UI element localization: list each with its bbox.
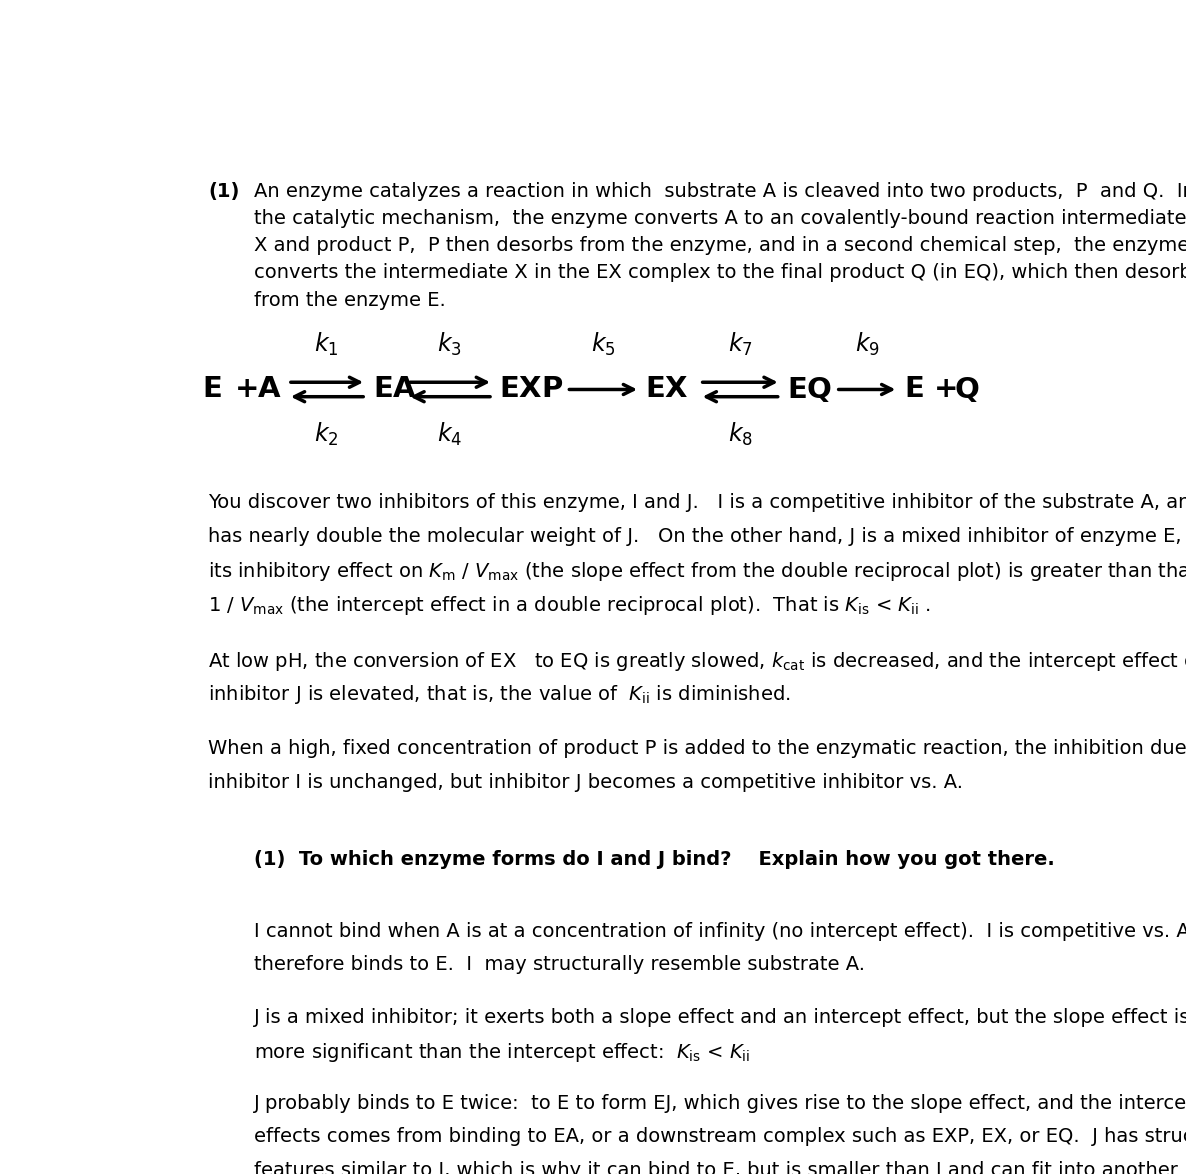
- Text: You discover two inhibitors of this enzyme, I and J.   I is a competitive inhibi: You discover two inhibitors of this enzy…: [208, 493, 1186, 512]
- Text: I cannot bind when A is at a concentration of infinity (no intercept effect).  I: I cannot bind when A is at a concentrati…: [254, 922, 1186, 940]
- Text: $\mathbf{EQ}$: $\mathbf{EQ}$: [788, 375, 833, 404]
- Text: features similar to I, which is why it can bind to E, but is smaller than I and : features similar to I, which is why it c…: [254, 1161, 1178, 1174]
- Text: At low pH, the conversion of EX   to EQ is greatly slowed, $\mathit{k}_{\mathrm{: At low pH, the conversion of EX to EQ is…: [208, 650, 1186, 673]
- Text: $\mathbf{E}$: $\mathbf{E}$: [202, 376, 222, 404]
- Text: $\mathit{k}_8$: $\mathit{k}_8$: [728, 421, 753, 448]
- Text: $\mathbf{+}$: $\mathbf{+}$: [234, 376, 257, 404]
- Text: (1): (1): [208, 182, 240, 201]
- Text: $\mathbf{+}$: $\mathbf{+}$: [933, 376, 957, 404]
- Text: $\mathit{k}_2$: $\mathit{k}_2$: [314, 421, 339, 448]
- Text: When a high, fixed concentration of product P is added to the enzymatic reaction: When a high, fixed concentration of prod…: [208, 740, 1186, 758]
- Text: $\mathbf{EXP}$: $\mathbf{EXP}$: [499, 376, 563, 404]
- Text: $\mathit{k}_9$: $\mathit{k}_9$: [855, 331, 880, 358]
- Text: has nearly double the molecular weight of J.   On the other hand, J is a mixed i: has nearly double the molecular weight o…: [208, 527, 1186, 546]
- Text: $\mathit{k}_5$: $\mathit{k}_5$: [591, 331, 616, 358]
- Text: $\mathbf{Q}$: $\mathbf{Q}$: [955, 375, 980, 404]
- Text: effects comes from binding to EA, or a downstream complex such as EXP, EX, or EQ: effects comes from binding to EA, or a d…: [254, 1127, 1186, 1146]
- Text: J is a mixed inhibitor; it exerts both a slope effect and an intercept effect, b: J is a mixed inhibitor; it exerts both a…: [254, 1007, 1186, 1027]
- Text: (1)  To which enzyme forms do I and J bind?    Explain how you got there.: (1) To which enzyme forms do I and J bin…: [254, 850, 1054, 869]
- Text: $\mathit{k}_1$: $\mathit{k}_1$: [314, 331, 339, 358]
- Text: more significant than the intercept effect:  $\mathit{K}_{\mathrm{is}}$ < $\math: more significant than the intercept effe…: [254, 1041, 751, 1065]
- Text: $\mathit{k}_3$: $\mathit{k}_3$: [438, 331, 463, 358]
- Text: $\mathbf{A}$: $\mathbf{A}$: [256, 376, 281, 404]
- Text: $\mathbf{E}$: $\mathbf{E}$: [904, 376, 924, 404]
- Text: inhibitor J is elevated, that is, the value of  $\mathit{K}_{\mathrm{ii}}$ is di: inhibitor J is elevated, that is, the va…: [208, 683, 791, 707]
- Text: $\mathbf{EX}$: $\mathbf{EX}$: [645, 376, 688, 404]
- Text: $\mathbf{EA}$: $\mathbf{EA}$: [372, 376, 416, 404]
- Text: inhibitor I is unchanged, but inhibitor J becomes a competitive inhibitor vs. A.: inhibitor I is unchanged, but inhibitor …: [208, 772, 963, 791]
- Text: 1 / $\mathit{V}_{\mathrm{max}}$ (the intercept effect in a double reciprocal plo: 1 / $\mathit{V}_{\mathrm{max}}$ (the int…: [208, 594, 931, 616]
- Text: $\mathit{k}_7$: $\mathit{k}_7$: [728, 331, 753, 358]
- Text: its inhibitory effect on $\mathit{K}_{\mathrm{m}}$ / $\mathit{V}_{\mathrm{max}}$: its inhibitory effect on $\mathit{K}_{\m…: [208, 560, 1186, 583]
- Text: therefore binds to E.  I  may structurally resemble substrate A.: therefore binds to E. I may structurally…: [254, 956, 865, 974]
- Text: $\mathit{k}_4$: $\mathit{k}_4$: [438, 421, 463, 448]
- Text: An enzyme catalyzes a reaction in which  substrate A is cleaved into two product: An enzyme catalyzes a reaction in which …: [254, 182, 1186, 310]
- Text: J probably binds to E twice:  to E to form EJ, which gives rise to the slope eff: J probably binds to E twice: to E to for…: [254, 1094, 1186, 1113]
